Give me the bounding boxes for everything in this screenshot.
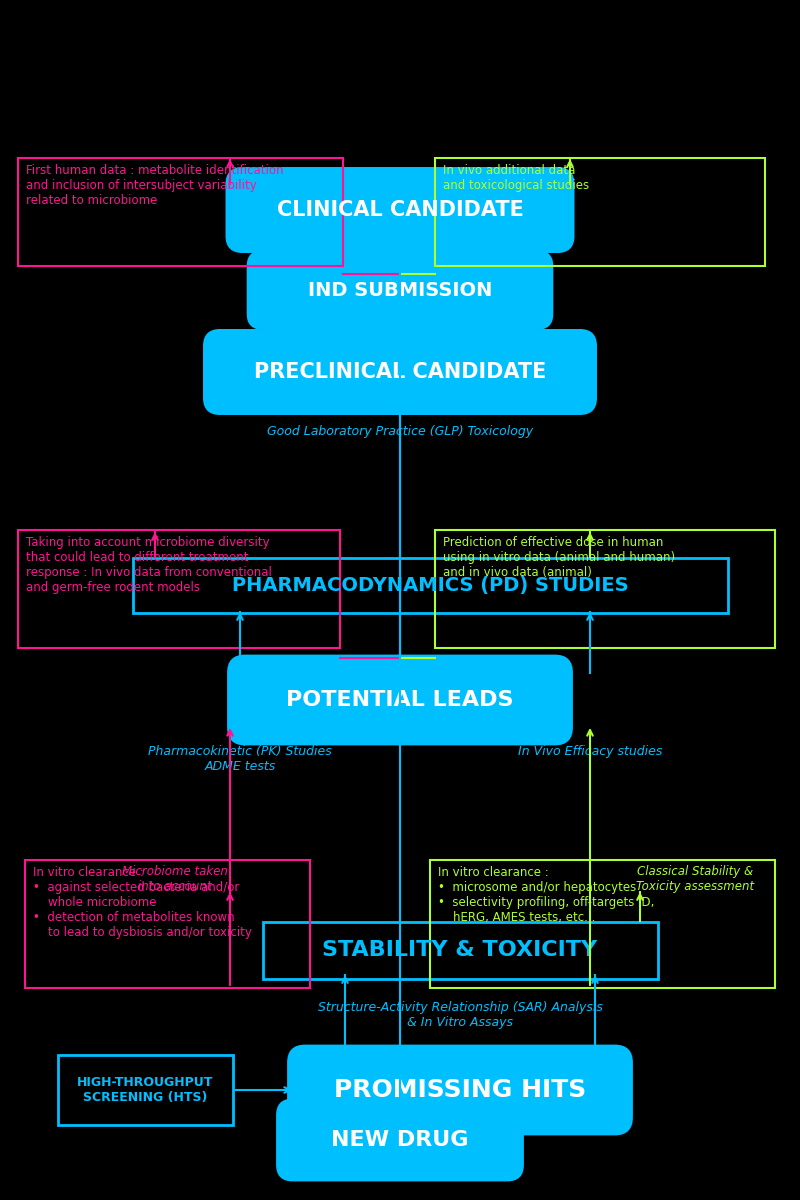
Text: Pharmacokinetic (PK) Studies
ADME tests: Pharmacokinetic (PK) Studies ADME tests <box>148 745 332 773</box>
FancyBboxPatch shape <box>248 252 552 329</box>
Text: NEW DRUG: NEW DRUG <box>331 1130 469 1150</box>
Text: PROMISSING HITS: PROMISSING HITS <box>334 1078 586 1102</box>
Text: PHARMACODYNAMICS (PD) STUDIES: PHARMACODYNAMICS (PD) STUDIES <box>232 576 628 594</box>
FancyBboxPatch shape <box>278 1100 522 1180</box>
Text: In vitro clearance :
•  against selected bacteria and/or
    whole microbiome
• : In vitro clearance : • against selected … <box>33 866 252 938</box>
Text: CLINICAL CANDIDATE: CLINICAL CANDIDATE <box>277 200 523 220</box>
FancyBboxPatch shape <box>227 168 573 252</box>
Bar <box>430 860 775 988</box>
Text: STABILITY & TOXICITY: STABILITY & TOXICITY <box>322 940 598 960</box>
Text: HIGH-THROUGHPUT
SCREENING (HTS): HIGH-THROUGHPUT SCREENING (HTS) <box>77 1076 213 1104</box>
Text: IND SUBMISSION: IND SUBMISSION <box>308 281 492 300</box>
Text: Taking into account microbiome diversity
that could lead to different treatment
: Taking into account microbiome diversity… <box>26 536 272 594</box>
Bar <box>58 1055 233 1126</box>
Text: Structure-Activity Relationship (SAR) Analysis
& In Vitro Assays: Structure-Activity Relationship (SAR) An… <box>318 1001 602 1028</box>
Bar <box>435 158 765 266</box>
Text: PRECLINICAL CANDIDATE: PRECLINICAL CANDIDATE <box>254 362 546 382</box>
Text: POTENTIAL LEADS: POTENTIAL LEADS <box>286 690 514 710</box>
Text: In Vivo Efficacy studies: In Vivo Efficacy studies <box>518 745 662 758</box>
Text: First human data : metabolite identification
and inclusion of intersubject varia: First human data : metabolite identifica… <box>26 164 283 206</box>
Bar <box>25 860 310 988</box>
Text: In vivo additional data
and toxicological studies: In vivo additional data and toxicologica… <box>443 164 589 192</box>
Bar <box>262 922 658 978</box>
Bar <box>18 530 340 648</box>
Text: Prediction of effective dose in human
using in vitro data (animal and human)
and: Prediction of effective dose in human us… <box>443 536 675 578</box>
Bar <box>18 158 343 266</box>
FancyBboxPatch shape <box>289 1046 631 1134</box>
Bar <box>435 530 775 648</box>
Text: Good Laboratory Practice (GLP) Toxicology: Good Laboratory Practice (GLP) Toxicolog… <box>267 426 533 438</box>
FancyBboxPatch shape <box>229 656 571 744</box>
Text: Microbiome taken
into account: Microbiome taken into account <box>122 865 228 893</box>
Bar <box>133 558 727 612</box>
Text: Classical Stability &
Toxicity assessment: Classical Stability & Toxicity assessmen… <box>636 865 754 893</box>
Text: In vitro clearance :
•  microsome and/or hepatocytes
•  selectivity profiling, o: In vitro clearance : • microsome and/or … <box>438 866 654 924</box>
FancyBboxPatch shape <box>205 330 595 414</box>
